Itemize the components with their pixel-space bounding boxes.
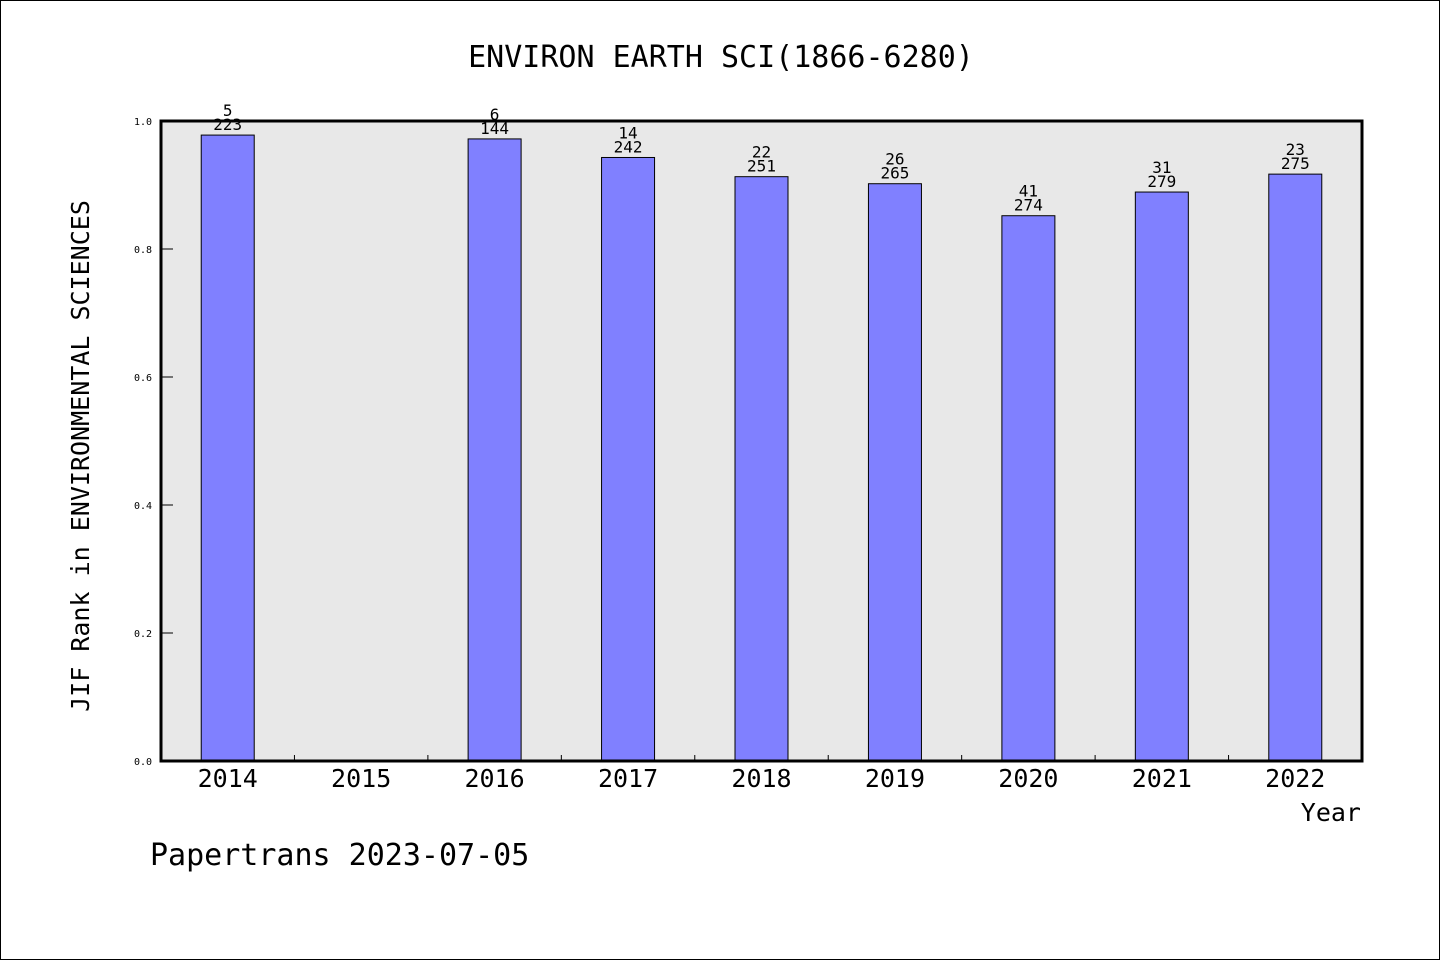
x-tick-label: 2016 <box>465 764 525 793</box>
bar-total-label: 251 <box>747 157 776 176</box>
y-tick-label: 0.2 <box>134 629 152 640</box>
y-tick-label: 0.8 <box>134 245 152 256</box>
bar-total-label: 242 <box>614 137 643 156</box>
bar <box>467 138 522 762</box>
y-tick-label: 0.4 <box>134 501 152 512</box>
x-tick-label: 2014 <box>198 764 258 793</box>
bar-rank-label: 22 <box>752 143 771 162</box>
plot-border <box>159 119 1364 763</box>
bar <box>1001 215 1056 762</box>
bar <box>601 156 656 762</box>
x-tick-label: 2021 <box>1132 764 1192 793</box>
bar <box>867 183 922 762</box>
bar-total-label: 265 <box>880 164 909 183</box>
bar <box>1134 191 1189 762</box>
chart-title: ENVIRON EARTH SCI(1866-6280) <box>468 40 974 75</box>
x-tick-label: 2015 <box>331 764 391 793</box>
bar-total-label: 274 <box>1014 196 1043 215</box>
bar-rank-label: 23 <box>1286 140 1305 159</box>
bar-rank-label: 41 <box>1019 182 1038 201</box>
bar-rank-label: 14 <box>618 123 637 142</box>
axis-ticks: 0.0 0.2 0.4 0.6 0.8 1.0 2014 2015 2016 2017 2018 20… <box>134 117 1325 793</box>
bar-rank-label: 26 <box>885 150 904 169</box>
y-axis-label: JIF Rank in ENVIRONMENTAL SCIENCES <box>66 200 95 712</box>
bar-total-label: 279 <box>1147 172 1176 191</box>
x-tick-label: 2018 <box>731 764 791 793</box>
bar-rank-label: 31 <box>1152 158 1171 177</box>
x-tick-label: 2019 <box>865 764 925 793</box>
bar-rank-label: 5 <box>223 101 233 120</box>
bar-total-label: 275 <box>1281 154 1310 173</box>
bar <box>200 134 255 762</box>
bar <box>1268 173 1323 762</box>
bar-rank-label: 6 <box>490 105 500 124</box>
x-axis-label: Year <box>1301 798 1361 827</box>
x-tick-label: 2022 <box>1265 764 1325 793</box>
x-tick-label: 2020 <box>998 764 1058 793</box>
y-tick-label: 0.6 <box>134 373 152 384</box>
footer-text: Papertrans 2023-07-05 <box>150 838 529 873</box>
y-tick-label: 0.0 <box>134 757 152 768</box>
bar <box>734 176 789 762</box>
x-tick-label: 2017 <box>598 764 658 793</box>
bar-total-label: 144 <box>480 119 509 138</box>
bar-total-label: 223 <box>213 115 242 134</box>
y-tick-label: 1.0 <box>134 117 152 128</box>
